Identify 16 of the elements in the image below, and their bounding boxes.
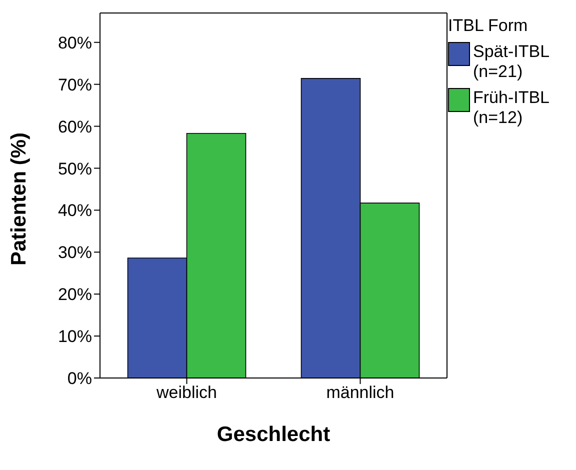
y-tick-label: 20% bbox=[58, 285, 92, 304]
legend-title: ITBL Form bbox=[448, 16, 529, 36]
x-tick-label: männlich bbox=[326, 383, 394, 402]
y-tick-label: 80% bbox=[58, 33, 92, 52]
x-axis-title: Geschlecht bbox=[216, 422, 330, 446]
y-tick-label: 70% bbox=[58, 75, 92, 94]
legend-label: Früh-ITBL (n=12) bbox=[473, 88, 550, 128]
y-tick-label: 30% bbox=[58, 243, 92, 262]
legend-label: Spät-ITBL (n=21) bbox=[473, 42, 550, 82]
x-tick-label: weiblich bbox=[156, 383, 217, 402]
y-tick-label: 10% bbox=[58, 327, 92, 346]
y-tick-label: 40% bbox=[58, 201, 92, 220]
y-tick-label: 0% bbox=[67, 369, 92, 388]
y-tick-label: 50% bbox=[58, 159, 92, 178]
y-axis-title: Patienten (%) bbox=[7, 132, 30, 266]
y-tick-label: 60% bbox=[58, 117, 92, 136]
